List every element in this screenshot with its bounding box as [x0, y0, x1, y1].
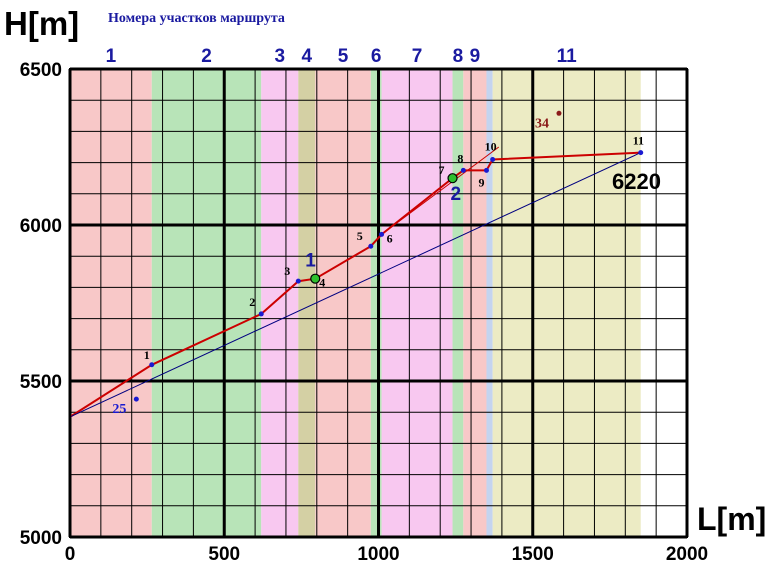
x-tick-label: 2000	[666, 544, 708, 565]
segment-label-6: 6	[371, 46, 382, 67]
segment-label-8: 8	[453, 46, 464, 67]
route-point-2	[258, 311, 264, 317]
segment-label-11: 11	[557, 46, 578, 67]
y-tick-label: 5500	[20, 372, 62, 393]
route-point-11	[638, 150, 644, 156]
labels: 1 2 3 4 5 6 7 8 9 110 500 1000 1500 20005000550060006…	[20, 46, 708, 565]
segment-label-5: 5	[338, 46, 349, 67]
segment-label-9: 9	[470, 46, 481, 67]
segment-label-3: 3	[274, 46, 285, 67]
band-1	[70, 69, 152, 537]
route-point-8	[460, 167, 466, 173]
band-11	[492, 69, 641, 537]
route-point-1	[149, 362, 155, 368]
x-axis-title: L[m]	[697, 501, 766, 537]
band-3	[261, 69, 299, 537]
route-point-label-2: 2	[249, 295, 255, 309]
extra-point-34	[556, 110, 562, 116]
annotation-value: 6220	[612, 169, 661, 194]
route-point-label-5: 5	[357, 229, 363, 243]
band-6	[370, 69, 382, 537]
route-point-3	[295, 278, 301, 284]
route-point-label-11: 11	[633, 134, 644, 148]
route-point-label-1: 1	[144, 348, 150, 362]
route-point-label-10: 10	[485, 139, 497, 153]
route-points	[133, 110, 644, 402]
x-tick-label: 0	[65, 544, 76, 565]
band-9	[463, 69, 487, 537]
x-tick-label: 500	[208, 544, 240, 565]
y-axis-title: H[m]	[4, 5, 79, 42]
band-7	[381, 69, 453, 537]
route-point-label-4: 4	[319, 276, 325, 290]
segment-label-4: 4	[301, 46, 312, 67]
y-tick-label: 5000	[20, 528, 62, 549]
route-point-5	[368, 243, 374, 249]
plot-frame	[69, 68, 688, 538]
route-point-label-9: 9	[478, 175, 484, 189]
segment-label-7: 7	[412, 46, 423, 67]
y-tick-label: 6500	[20, 60, 62, 81]
route-point-label-6: 6	[387, 231, 393, 245]
route-point-9	[483, 167, 489, 173]
marker-1	[310, 273, 321, 284]
segment-bands	[70, 69, 641, 537]
route-point-10	[490, 156, 496, 162]
band-10	[486, 69, 493, 537]
band-8	[452, 69, 464, 537]
segment-label-1: 1	[106, 46, 117, 67]
band-5	[315, 69, 371, 537]
y-tick-label: 6000	[20, 216, 62, 237]
route-point-label-3: 3	[284, 264, 290, 278]
x-tick-label: 1000	[357, 544, 399, 565]
marker-label-1: 1	[305, 251, 316, 272]
series-line-2	[69, 152, 641, 418]
segment-label-2: 2	[201, 46, 212, 67]
route-point-label-7: 7	[439, 163, 445, 177]
grid	[68, 67, 689, 539]
marker-label-2: 2	[451, 184, 462, 205]
band-2	[151, 69, 262, 537]
series-line-3	[381, 146, 500, 235]
route-point-6	[379, 231, 385, 237]
chart-subtitle: Номера участков маршрута	[108, 11, 285, 26]
extra-point-label-25: 25	[112, 402, 126, 417]
band-4	[298, 69, 316, 537]
x-tick-label: 1500	[512, 544, 554, 565]
route-point-label-8: 8	[457, 151, 463, 165]
extra-point-25	[133, 396, 139, 402]
marker-2	[447, 173, 458, 184]
extra-point-label-34: 34	[535, 116, 549, 131]
